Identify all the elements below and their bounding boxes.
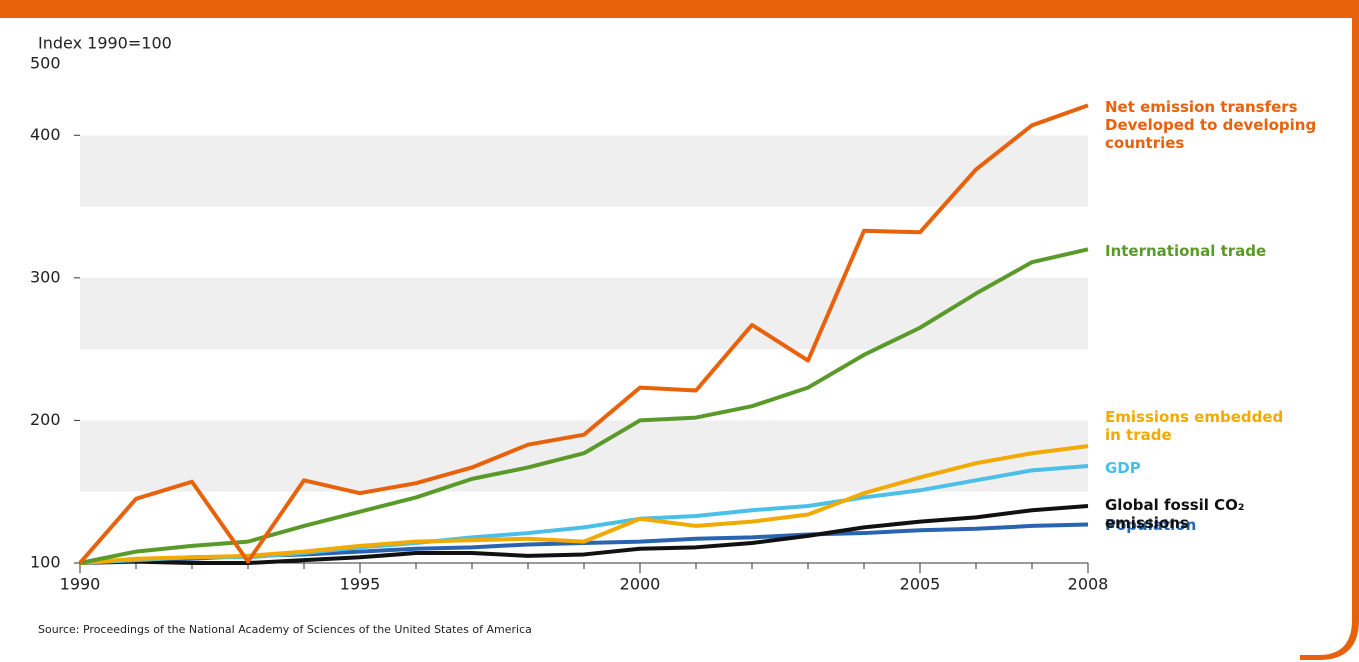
x-tick-label: 2005 <box>900 575 941 594</box>
series-label: GDP <box>1105 459 1141 477</box>
series-label: Population <box>1105 516 1197 534</box>
band <box>80 420 1088 492</box>
band <box>80 277 1088 350</box>
series-label: International trade <box>1105 242 1267 260</box>
y-tick-label: 200 <box>30 410 61 429</box>
y-tick-label: 300 <box>30 267 61 286</box>
x-tick-label: 1990 <box>60 575 101 594</box>
y-axis-label: Index 1990=100 <box>38 34 172 53</box>
series-line <box>78 103 1089 565</box>
band <box>80 135 1088 207</box>
y-tick-label: 400 <box>30 125 61 144</box>
series-label: Net emission transfers Developed to deve… <box>1105 98 1317 152</box>
source: Source: Proceedings of the National Acad… <box>38 623 532 636</box>
series-line <box>79 444 1089 565</box>
y-tick-label: 100 <box>30 553 61 572</box>
series-line <box>79 247 1089 565</box>
series-label: Global fossil CO₂ emissions <box>1105 496 1245 532</box>
x-tick-label: 2008 <box>1068 575 1109 594</box>
series-label: Emissions embedded in trade <box>1105 408 1284 444</box>
x-tick-label: 1995 <box>340 575 381 594</box>
x-tick-label: 2000 <box>620 575 661 594</box>
y-tick-label: 500 <box>30 54 61 73</box>
bands <box>80 135 1088 492</box>
